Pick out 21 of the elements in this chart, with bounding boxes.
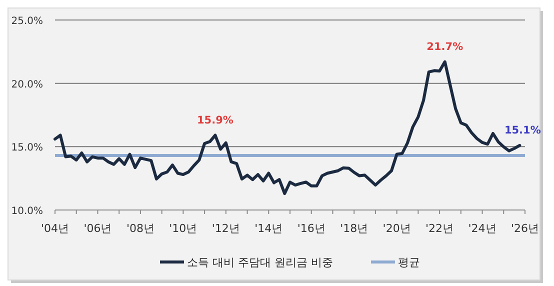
annotation: 15.1%: [504, 124, 542, 136]
y-tick-label: 25.0%: [11, 16, 43, 27]
x-tick-label: '12년: [212, 222, 240, 235]
y-tick-label: 10.0%: [11, 206, 43, 217]
legend-label: 평균: [398, 256, 420, 269]
x-tick-label: '18년: [340, 222, 368, 235]
x-tick-label: '08년: [126, 222, 154, 235]
x-tick-label: '14년: [254, 222, 283, 235]
x-tick-label: '10년: [169, 222, 198, 235]
legend-label: 소득 대비 주담대 원리금 비중: [187, 256, 333, 269]
x-tick-label: '24년: [468, 222, 496, 235]
y-tick-label: 20.0%: [11, 79, 43, 90]
x-tick-label: '06년: [84, 222, 112, 235]
x-tick-label: '16년: [297, 222, 326, 235]
y-tick-label: 15.0%: [11, 142, 43, 154]
x-tick-label: '20년: [382, 222, 411, 235]
annotation: 21.7%: [426, 40, 464, 53]
x-tick-label: '22년: [426, 222, 454, 235]
x-tick-label: '04년: [40, 222, 70, 235]
x-tick-label: '26년: [510, 222, 540, 235]
annotation: 15.9%: [197, 114, 234, 126]
